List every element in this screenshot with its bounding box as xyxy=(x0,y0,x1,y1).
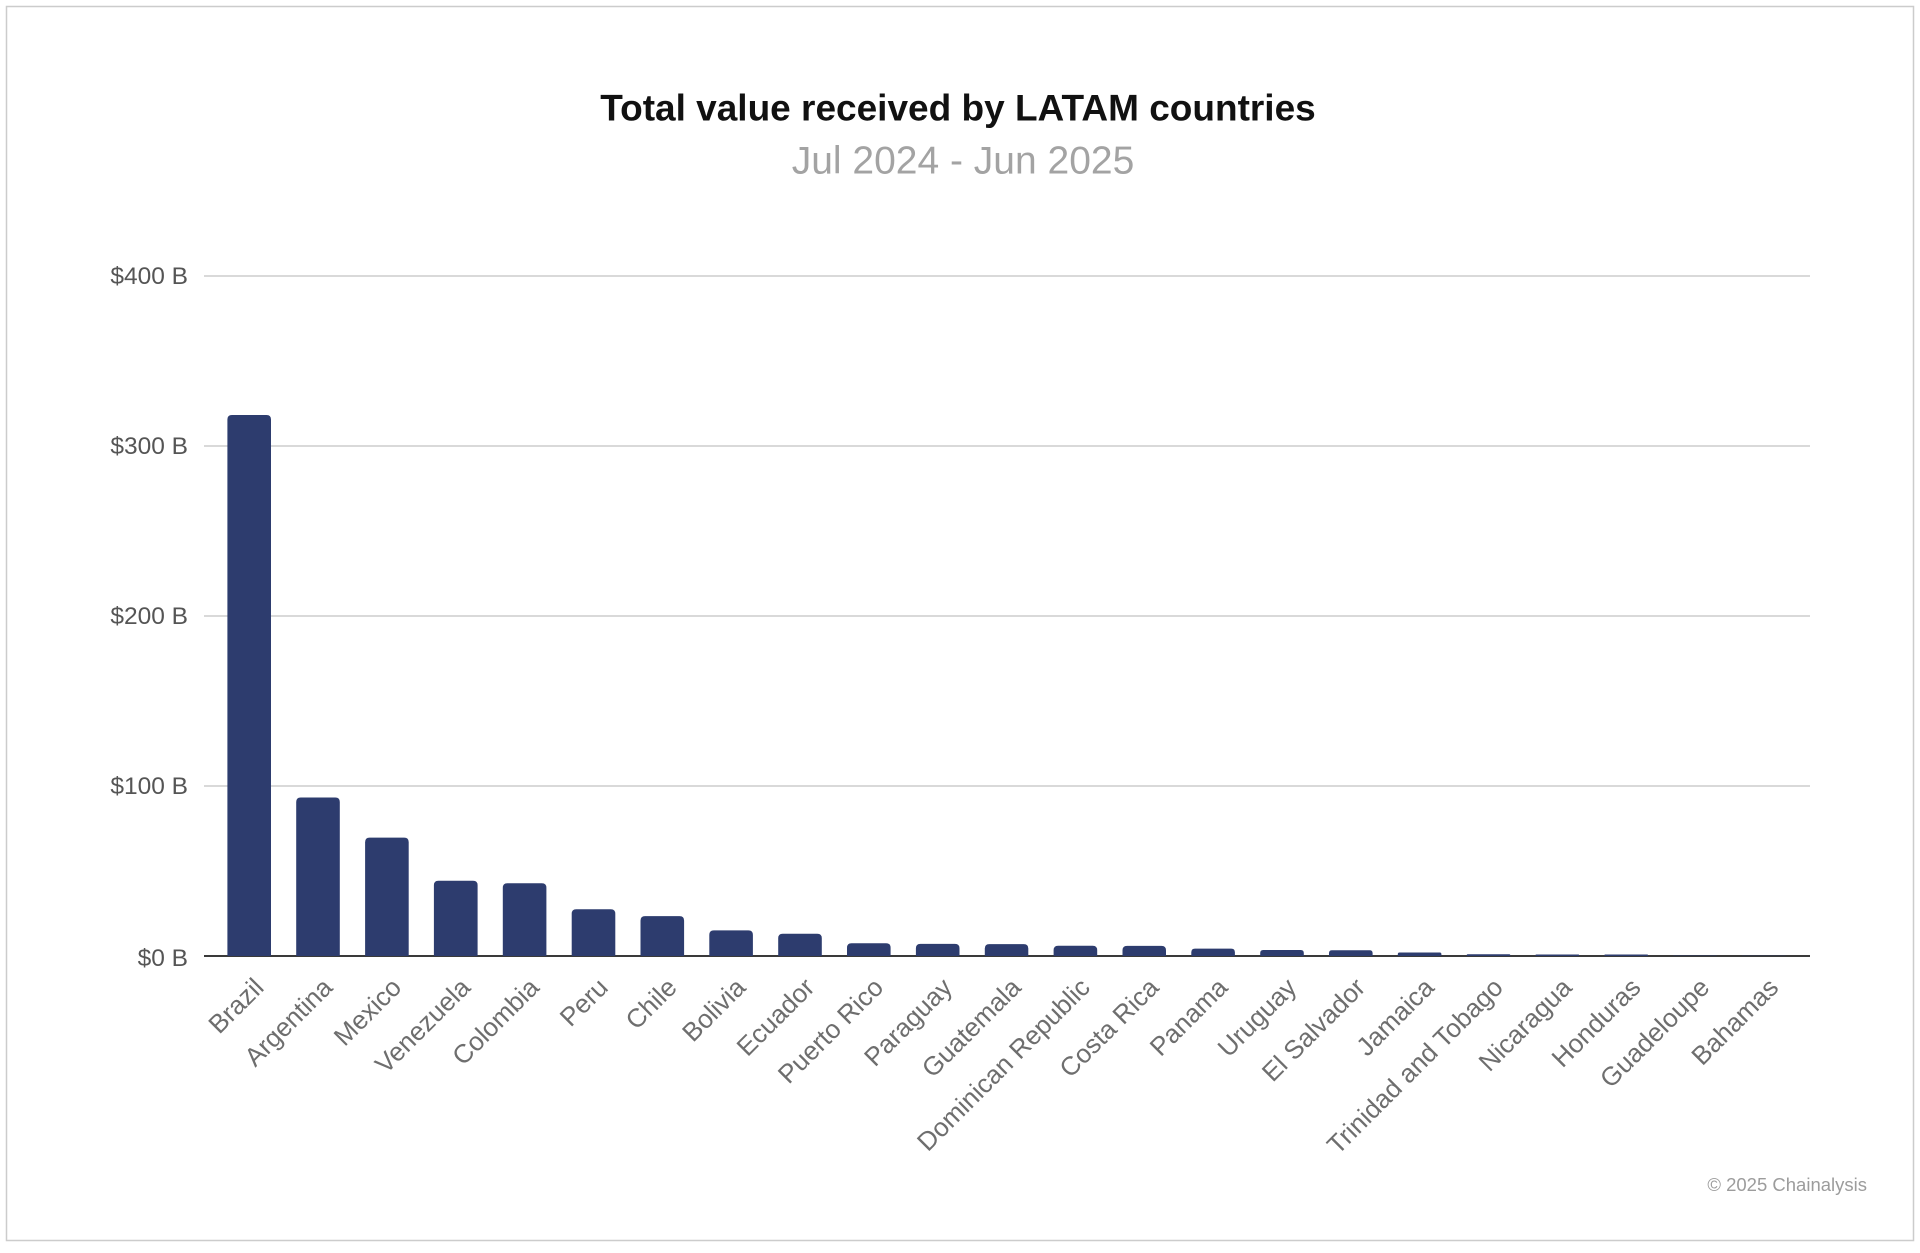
svg-text:$0 B: $0 B xyxy=(138,945,188,972)
svg-text:$100 B: $100 B xyxy=(110,773,188,800)
svg-text:Jul 2024 - Jun 2025: Jul 2024 - Jun 2025 xyxy=(792,140,1135,183)
svg-text:$400 B: $400 B xyxy=(110,263,188,290)
svg-text:Peru: Peru xyxy=(554,972,614,1032)
svg-text:$300 B: $300 B xyxy=(110,433,188,460)
svg-text:© 2025 Chainalysis: © 2025 Chainalysis xyxy=(1707,1174,1867,1195)
svg-text:$200 B: $200 B xyxy=(110,603,188,630)
svg-text:Total value received by LATAM: Total value received by LATAM countries xyxy=(600,88,1316,129)
svg-text:Chile: Chile xyxy=(619,972,682,1035)
